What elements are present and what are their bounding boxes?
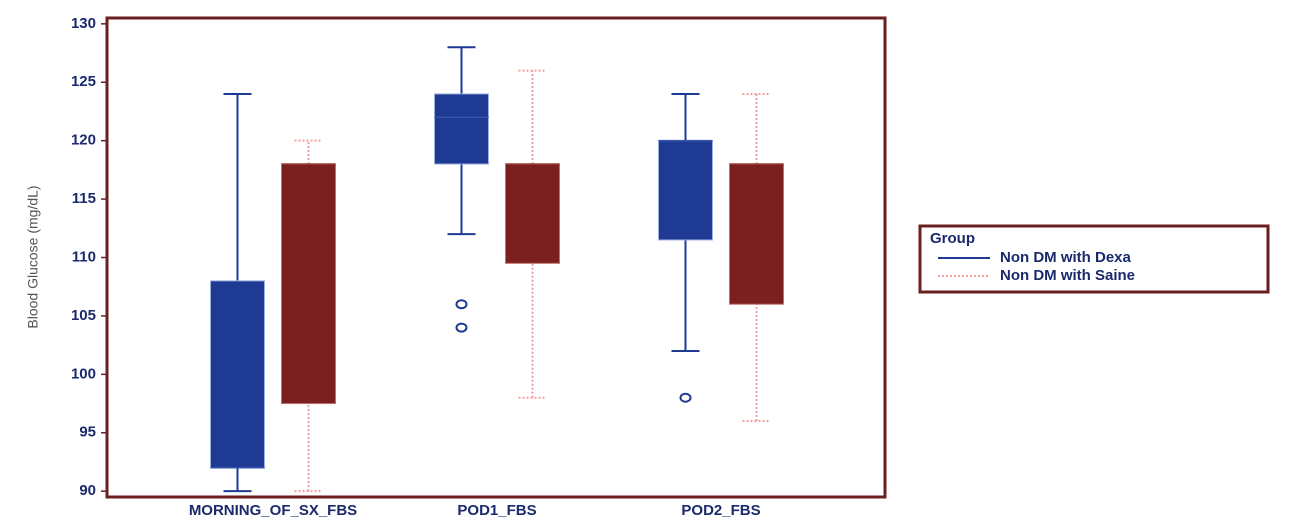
box bbox=[729, 163, 784, 305]
y-tick-label: 115 bbox=[72, 190, 96, 207]
outlier bbox=[455, 322, 468, 333]
legend-label: Non DM with Saine bbox=[1000, 267, 1135, 284]
y-tick-label: 120 bbox=[71, 132, 96, 149]
y-tick-label: 125 bbox=[71, 73, 96, 90]
box bbox=[281, 163, 336, 405]
box bbox=[434, 93, 489, 165]
y-tick-label: 130 bbox=[71, 15, 96, 32]
legend-title: Group bbox=[930, 230, 975, 247]
outlier bbox=[679, 392, 692, 403]
legend-label: Non DM with Dexa bbox=[1000, 249, 1131, 266]
x-tick-label: MORNING_OF_SX_FBS bbox=[189, 502, 357, 519]
box bbox=[210, 280, 265, 469]
box bbox=[505, 163, 560, 264]
y-tick-label: 95 bbox=[79, 424, 96, 441]
x-tick-label: POD2_FBS bbox=[681, 502, 760, 519]
box bbox=[658, 140, 713, 241]
x-tick-label: POD1_FBS bbox=[457, 502, 536, 519]
y-tick-label: 100 bbox=[71, 365, 96, 382]
y-axis-label: Blood Glucose (mg/dL) bbox=[25, 185, 41, 328]
outlier bbox=[455, 299, 468, 310]
y-tick-label: 110 bbox=[72, 248, 96, 265]
y-tick-label: 105 bbox=[71, 307, 96, 324]
y-tick-label: 90 bbox=[79, 482, 96, 499]
